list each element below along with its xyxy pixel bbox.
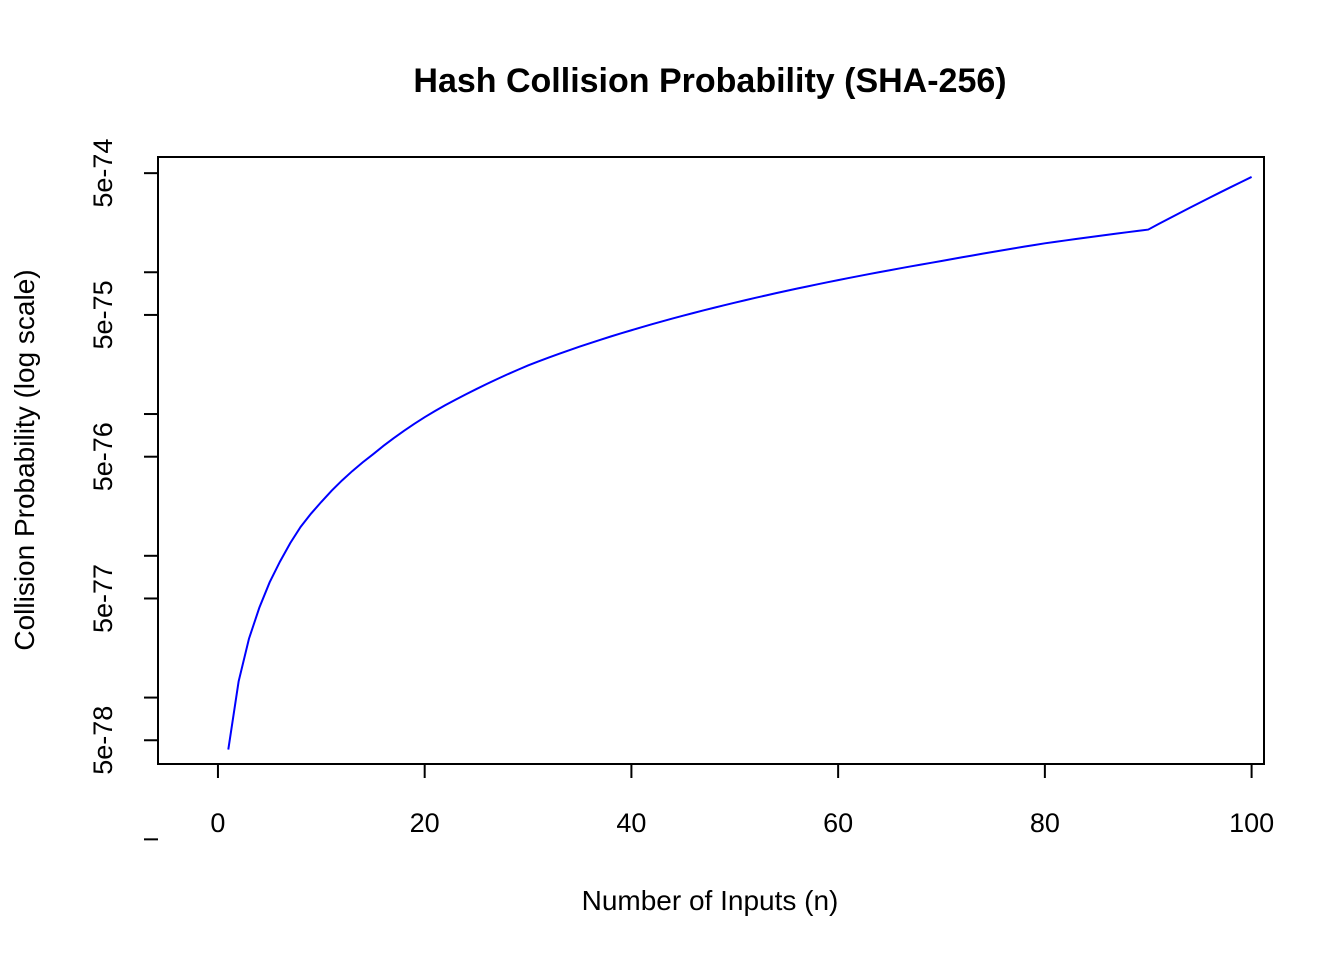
x-axis: 0 20 40 60 80 100 xyxy=(210,764,1274,838)
chart-title: Hash Collision Probability (SHA-256) xyxy=(413,62,1006,100)
x-tick-label: 60 xyxy=(823,808,853,838)
x-tick-label: 100 xyxy=(1229,808,1274,838)
x-tick-label: 40 xyxy=(616,808,646,838)
y-tick-label: 5e-77 xyxy=(88,564,118,633)
series-line xyxy=(227,176,1253,750)
x-axis-title: Number of Inputs (n) xyxy=(582,885,839,916)
y-axis-title: Collision Probability (log scale) xyxy=(9,269,40,650)
y-tick-label: 5e-78 xyxy=(88,706,118,775)
plot-frame xyxy=(157,156,1265,765)
x-tick-label: 0 xyxy=(210,808,225,838)
series-layer xyxy=(227,176,1253,750)
y-axis: 5e-78 5e-77 5e-76 5e-75 5e-74 xyxy=(88,139,158,841)
y-tick-label: 5e-76 xyxy=(88,422,118,491)
x-tick-label: 80 xyxy=(1030,808,1060,838)
y-tick-label: 5e-74 xyxy=(88,139,118,208)
x-tick-label: 20 xyxy=(410,808,440,838)
y-tick-label: 5e-75 xyxy=(88,280,118,349)
